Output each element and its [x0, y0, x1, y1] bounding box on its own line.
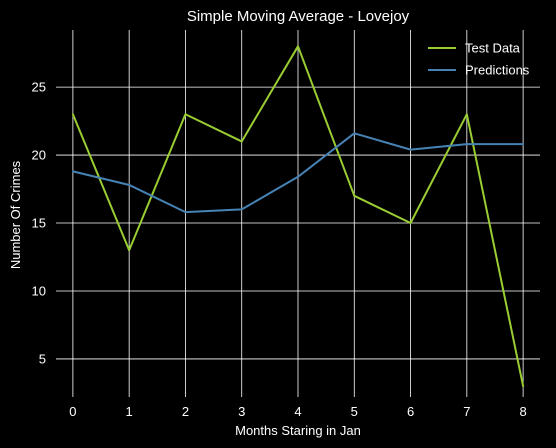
data-point	[183, 210, 187, 214]
x-tick-label: 0	[69, 404, 76, 419]
data-point	[409, 221, 413, 225]
data-point	[240, 139, 244, 143]
y-tick-label: 15	[32, 216, 46, 231]
y-axis-label: Number Of Crimes	[8, 160, 23, 269]
data-point	[127, 183, 131, 187]
x-tick-label: 6	[407, 404, 414, 419]
data-point	[240, 207, 244, 211]
y-tick-label: 20	[32, 148, 46, 163]
x-tick-label: 3	[238, 404, 245, 419]
legend[interactable]: Test Data Predictions	[428, 41, 530, 78]
x-tick-label: 5	[351, 404, 358, 419]
data-point	[465, 112, 469, 116]
data-point	[521, 142, 525, 146]
x-tick-labels: 0 1 2 3 4 5 6 7 8	[69, 404, 526, 419]
series-line-test-data	[71, 45, 525, 388]
grid	[56, 30, 540, 397]
x-axis-label: Months Staring in Jan	[235, 423, 361, 438]
y-tick-label: 10	[32, 283, 46, 298]
data-point	[127, 248, 131, 252]
data-point	[296, 175, 300, 179]
y-tick-label: 5	[39, 351, 46, 366]
series-line-predictions	[71, 132, 525, 214]
data-point	[409, 148, 413, 152]
y-tick-label: 25	[32, 80, 46, 95]
data-point	[465, 142, 469, 146]
data-point	[71, 169, 75, 173]
x-tick-label: 8	[519, 404, 526, 419]
chart-title: Simple Moving Average - Lovejoy	[187, 8, 410, 25]
x-tick-label: 4	[294, 404, 301, 419]
x-tick-label: 7	[463, 404, 470, 419]
x-tick-label: 1	[126, 404, 133, 419]
series-lines	[71, 44, 525, 388]
legend-entry[interactable]: Predictions	[465, 63, 530, 78]
data-point	[521, 384, 525, 388]
data-point	[183, 112, 187, 116]
data-point	[296, 44, 300, 48]
data-point	[352, 194, 356, 198]
x-tick-label: 2	[182, 404, 189, 419]
data-point	[352, 131, 356, 135]
y-tick-labels: 5 10 15 20 25	[32, 80, 46, 367]
legend-entry[interactable]: Test Data	[465, 41, 521, 56]
data-point	[71, 112, 75, 116]
